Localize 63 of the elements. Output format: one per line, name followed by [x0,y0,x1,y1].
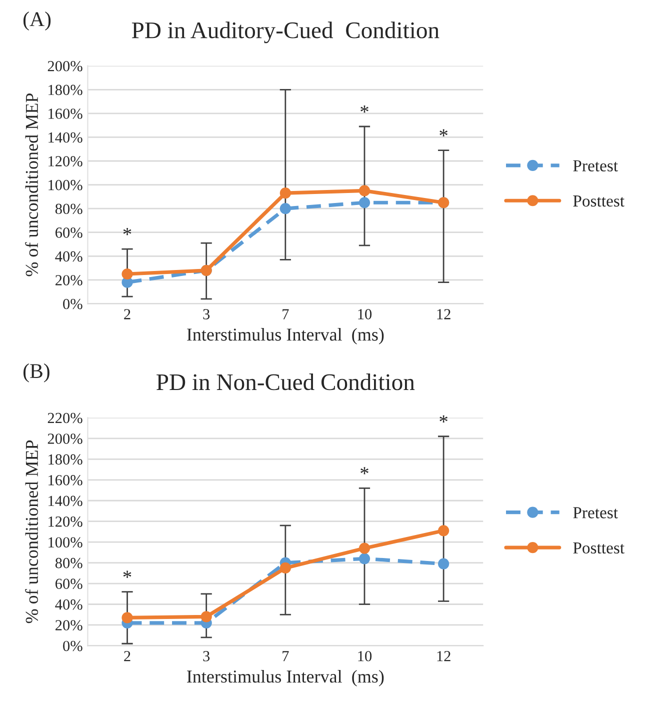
text: (A) [23,12,51,30]
y-tick-label: 0% [63,298,82,310]
y-tick-label: 80% [55,558,82,568]
y-axis-title: % of unconditioned MEP [25,93,38,276]
y-axis-title: % of unconditioned MEP [25,440,38,624]
y-tick-label: 40% [55,599,82,610]
point [358,197,370,208]
annotation: * [440,415,448,422]
y-tick-label: 120% [48,516,82,527]
y-tick-label: 100% [48,537,82,548]
y-tick-label: 160% [48,108,82,119]
y-tick-label: 180% [48,454,82,465]
x-tick-label: 7 [282,309,289,320]
point [358,185,370,196]
y-tick-label: 60% [56,228,82,238]
point [280,203,291,214]
y-tick-label: 80% [55,204,82,214]
x-tick-label: 12 [437,651,450,662]
text: (B) [23,363,50,382]
y-tick-label: 180% [48,84,82,96]
y-tick-label: 200% [48,60,82,72]
y-tick-label: 20% [56,275,82,286]
y-tick-label: 40% [55,251,82,262]
legend-label: Pretest [573,160,618,172]
point [122,612,133,624]
annotation: * [123,570,132,578]
y-tick-label: 60% [56,578,82,590]
x-axis-title: Interstimulus Interval (ms) [187,670,384,686]
point [200,611,212,622]
x-axis-title: Interstimulus Interval (ms) [187,328,384,344]
point [280,562,291,574]
annotation: * [360,105,368,113]
point [438,558,450,570]
y-tick-label: 0% [63,640,82,652]
y-tick-label: 140% [48,132,82,143]
x-tick-label: 10 [358,651,372,662]
chart-title: PD in Auditory-Cued Condition [132,22,440,44]
point [280,188,291,199]
chart-title: PD in Non-Cued Condition [156,374,415,390]
y-tick-label: 20% [56,620,82,630]
annotation: * [360,467,368,474]
x-tick-label: 10 [358,309,372,320]
y-tick-label: 100% [48,180,82,190]
y-tick-label: 200% [48,434,82,444]
y-tick-label: 160% [48,475,82,486]
x-tick-label: 3 [203,651,210,662]
point [122,268,133,280]
y-tick-label: 120% [48,156,82,166]
annotation: * [440,129,448,136]
legend-label: Posttest [573,196,624,207]
point [358,542,370,554]
legend-label: Pretest [573,507,618,518]
annotation: * [123,228,132,236]
x-tick-label: 7 [282,651,289,662]
point [358,553,370,564]
x-tick-label: 2 [124,651,130,662]
x-tick-label: 3 [203,309,210,320]
x-tick-label: 12 [437,309,450,320]
point [438,525,450,536]
x-tick-label: 2 [124,309,130,320]
y-tick-label: 220% [48,412,82,424]
y-tick-label: 140% [48,496,82,506]
legend-label: Posttest [573,542,624,554]
